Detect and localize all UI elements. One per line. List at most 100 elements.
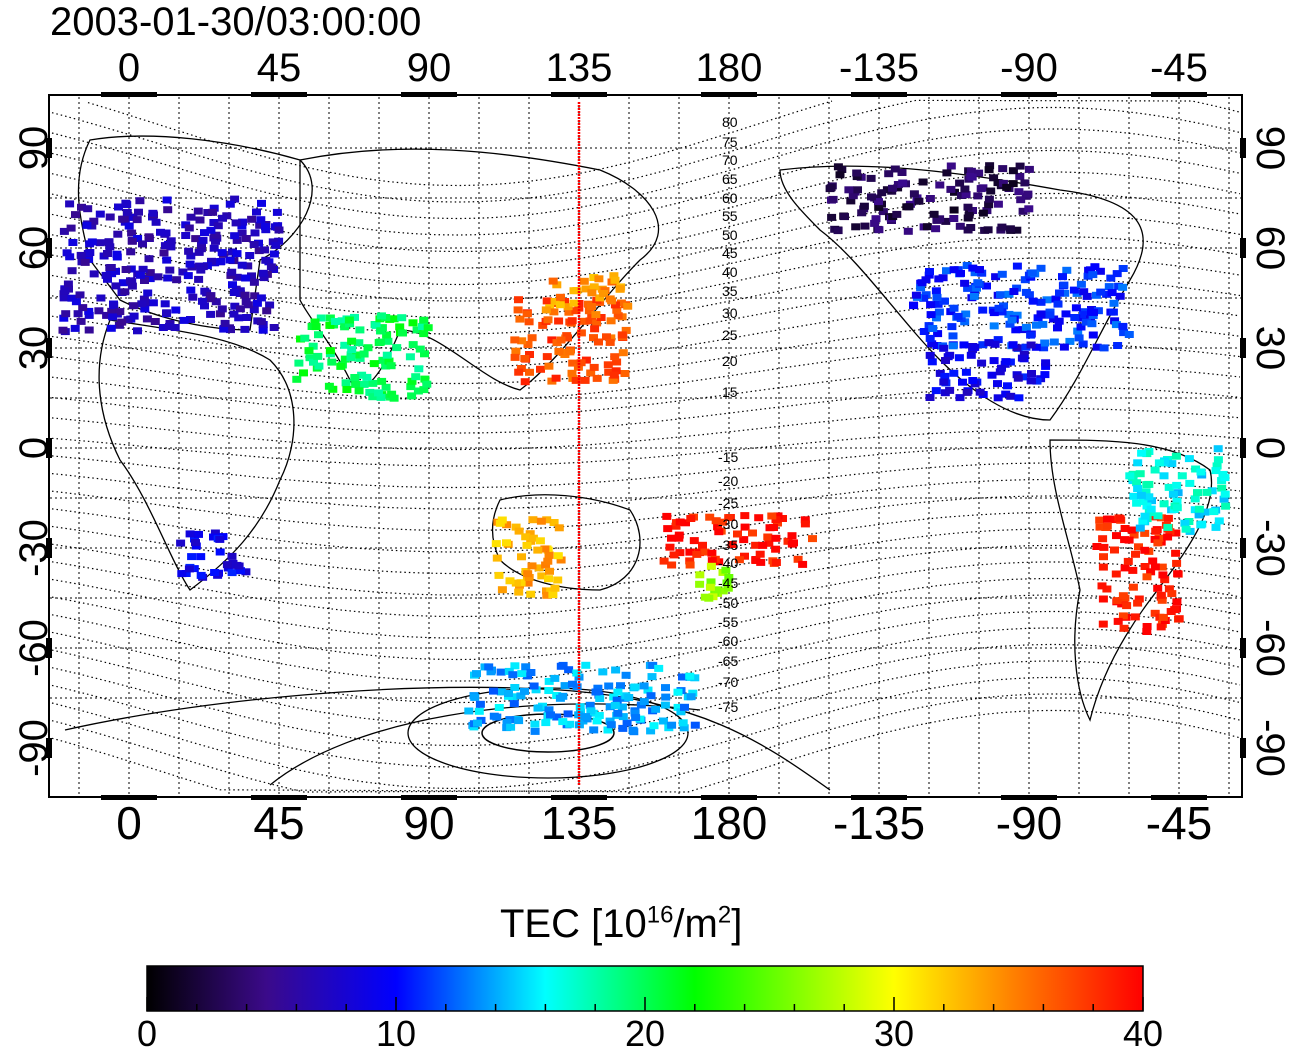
- tec-cell: [552, 713, 562, 721]
- tec-cell: [1021, 288, 1031, 296]
- tec-cell: [1209, 508, 1219, 516]
- tec-cell: [541, 561, 551, 569]
- mlat-contour: [87, 100, 833, 187]
- tec-cell: [497, 586, 507, 594]
- tec-cell: [1102, 522, 1112, 530]
- tec-cell: [187, 553, 197, 561]
- tec-cell: [1070, 314, 1080, 321]
- tec-cell: [1111, 321, 1121, 329]
- tec-cell: [589, 726, 599, 734]
- tec-cell: [621, 671, 631, 679]
- tec-cell: [984, 339, 994, 347]
- tec-cell: [878, 208, 888, 216]
- tec-cell: [1180, 519, 1190, 527]
- tec-cell: [196, 571, 206, 579]
- tec-cell: [1109, 299, 1119, 307]
- colorbar-tick-marks: [146, 997, 1144, 1011]
- tec-cell: [1055, 289, 1064, 297]
- tec-cell: [758, 541, 768, 549]
- tec-cell: [904, 203, 914, 211]
- tec-cell: [514, 296, 523, 304]
- tec-cell: [534, 564, 544, 572]
- tec-cell: [535, 537, 545, 545]
- tec-cell: [618, 713, 628, 721]
- tec-cell: [991, 273, 1001, 281]
- tec-cell: [186, 316, 195, 323]
- tec-cell: [502, 521, 512, 529]
- tec-cell: [705, 583, 715, 591]
- tec-cell: [1008, 167, 1018, 175]
- frame-tick: [1151, 92, 1207, 97]
- tec-cell: [1090, 263, 1100, 271]
- tec-cell: [1033, 314, 1043, 322]
- tec-cell: [510, 336, 520, 344]
- tec-cell: [618, 724, 628, 732]
- tec-cell: [386, 362, 396, 370]
- lon-tick-label: -45: [1150, 46, 1208, 90]
- tec-cell: [984, 201, 994, 209]
- tec-cell: [1073, 327, 1083, 335]
- tec-cell: [949, 369, 959, 377]
- tec-cell: [711, 517, 721, 525]
- tec-cell: [685, 548, 695, 556]
- tec-cell: [178, 268, 188, 276]
- frame-tick: [46, 438, 52, 458]
- tec-cell: [520, 687, 529, 695]
- tec-cell: [1167, 590, 1177, 598]
- tec-cell: [1135, 524, 1145, 532]
- tec-cell: [972, 284, 981, 292]
- tec-cell: [1041, 362, 1051, 370]
- tec-cell: [982, 282, 991, 290]
- tec-cell: [581, 661, 591, 669]
- tec-cell: [616, 299, 626, 307]
- tec-cell: [207, 257, 216, 265]
- frame-tick: [401, 92, 457, 97]
- tec-cell: [354, 339, 364, 347]
- frame-tick: [251, 795, 307, 800]
- tec-cell: [1194, 511, 1204, 519]
- tec-cell: [739, 536, 749, 544]
- tec-cell: [835, 171, 845, 179]
- frame-tick: [1240, 238, 1246, 258]
- tec-cell: [918, 178, 928, 186]
- tec-cell: [934, 308, 944, 316]
- tec-cell: [933, 300, 943, 308]
- tec-cell: [949, 215, 959, 222]
- tec-cell: [615, 285, 625, 293]
- tec-cell: [1024, 165, 1034, 173]
- mlat-contour: [51, 106, 1241, 220]
- tec-cell: [196, 553, 206, 561]
- tec-cell: [194, 530, 203, 538]
- tec-cell: [931, 287, 941, 295]
- tec-cell: [1167, 460, 1177, 468]
- tec-cell: [510, 684, 520, 691]
- tec-cell: [603, 361, 613, 369]
- mlat-contour: [51, 462, 1241, 510]
- tec-cell: [1099, 344, 1109, 352]
- tec-cell: [909, 190, 919, 198]
- frame-tick: [1001, 92, 1057, 97]
- tec-cell: [384, 357, 394, 365]
- tec-cell: [252, 208, 261, 216]
- tec-cell: [474, 707, 484, 715]
- tec-cell: [1158, 613, 1168, 621]
- tec-cell: [954, 354, 964, 362]
- tec-cell: [1146, 505, 1156, 513]
- tec-cell: [138, 240, 147, 248]
- tec-cell: [926, 311, 936, 319]
- tec-cell: [122, 209, 132, 216]
- tec-cell: [357, 371, 367, 379]
- tec-cell: [1142, 628, 1152, 635]
- tec-cell: [502, 719, 512, 726]
- tec-cell: [235, 290, 245, 297]
- tec-cell: [105, 213, 115, 221]
- tec-cell: [613, 312, 623, 320]
- lat-tick-label: 60: [12, 225, 56, 271]
- lat-tick-label: 0: [1248, 436, 1292, 460]
- tec-cell: [1080, 311, 1090, 319]
- tec-cell: [198, 236, 208, 244]
- tec-cell: [76, 317, 86, 325]
- tec-cell: [310, 318, 320, 326]
- tec-cell: [649, 722, 659, 730]
- tec-cell: [1087, 320, 1097, 328]
